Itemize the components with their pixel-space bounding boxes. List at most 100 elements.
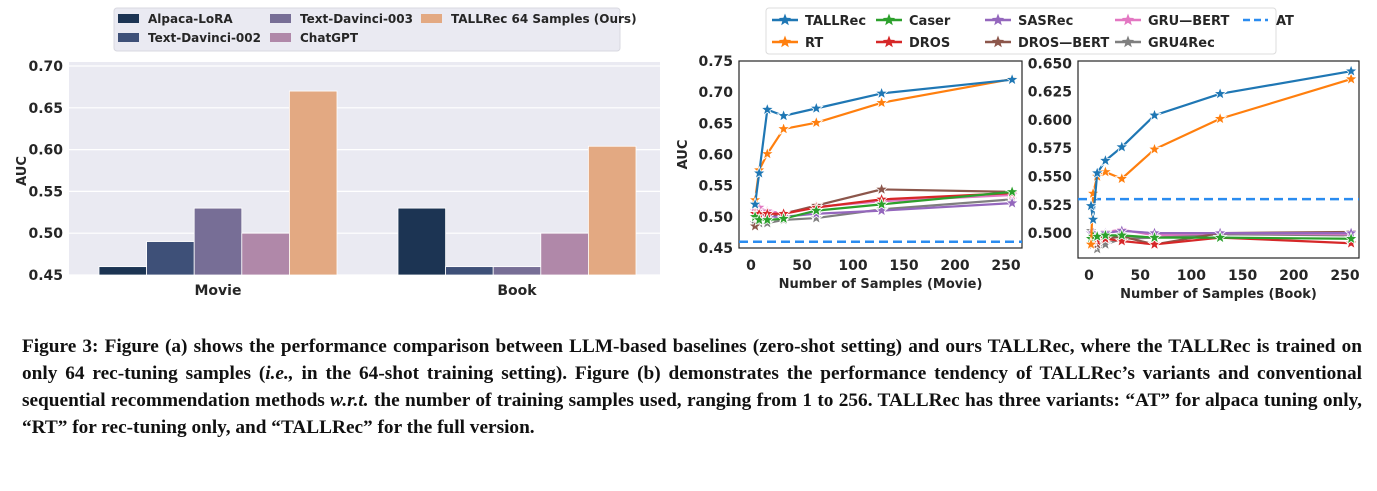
y-axis-label: AUC	[676, 140, 691, 170]
data-point-star	[751, 165, 767, 180]
x-axis-label: Number of Samples (Movie)	[779, 277, 983, 292]
legend-swatch	[421, 14, 442, 23]
x-axis-label: Number of Samples (Book)	[1120, 287, 1317, 302]
caption-part: Figure 3: Figure (a) shows the performan…	[22, 336, 1362, 384]
legend-star	[1121, 35, 1135, 48]
data-point-star	[1083, 236, 1099, 251]
data-point-star	[776, 108, 791, 123]
legend-label: GRU4Rec	[1148, 36, 1215, 51]
y-tick-label: 0.60	[28, 143, 63, 159]
legend-label: ChatGPT	[300, 31, 359, 45]
legend-label: TALLRec	[805, 14, 866, 29]
y-tick-label: 0.70	[28, 59, 63, 75]
y-tick-label: 0.55	[28, 184, 63, 200]
y-tick-label: 0.50	[698, 210, 733, 226]
legend-frame	[113, 7, 621, 52]
y-tick-label: 0.65	[28, 101, 63, 117]
legend-star	[882, 13, 896, 26]
x-tick-label: Book	[497, 283, 537, 299]
legend-swatch	[270, 33, 291, 42]
data-point-star	[1114, 233, 1129, 248]
x-tick-label: 50	[792, 258, 812, 274]
y-tick-label: 0.550	[1028, 169, 1073, 185]
bar-text-davinci-002-movie	[146, 241, 195, 276]
legend-label: Text-Davinci-002	[148, 31, 261, 45]
caption-ie: i.e.,	[265, 363, 294, 384]
x-tick-label: 250	[991, 258, 1020, 274]
x-tick-label: 50	[1130, 268, 1150, 284]
y-tick-label: 0.50	[28, 226, 63, 242]
legend-star	[1121, 13, 1135, 26]
y-tick-label: 0.600	[1028, 113, 1073, 129]
data-point-star	[1212, 111, 1228, 125]
data-point-star	[1085, 185, 1101, 200]
data-point-star	[808, 100, 824, 115]
legend-label: RT	[805, 36, 823, 51]
data-point-star	[874, 196, 889, 211]
y-tick-label: 0.75	[698, 54, 733, 70]
data-point-star	[1147, 107, 1162, 122]
y-tick-label: 0.625	[1028, 85, 1072, 101]
y-axis-label: AUC	[15, 156, 30, 186]
data-point-star	[1147, 229, 1162, 244]
y-tick-label: 0.500	[1028, 226, 1073, 242]
legend-star	[778, 35, 792, 48]
bar-tallrec-64-samples-ours--movie	[288, 90, 338, 276]
x-tick-label: 150	[889, 258, 918, 274]
data-point-star	[1343, 235, 1359, 250]
data-point-star	[1098, 164, 1113, 179]
line-chart-b-movie: 0.45 0.50 0.55 0.60 0.65 0.70 0.75 0 50 100 150 200…	[676, 54, 1023, 292]
y-tick-label: 0.650	[1028, 56, 1073, 72]
y-tick-label: 0.45	[28, 268, 63, 284]
data-point-star	[1343, 231, 1359, 245]
data-point-star	[874, 202, 889, 217]
legend-label: DROS	[909, 36, 950, 51]
data-point-star	[1114, 139, 1129, 154]
x-tick-label: 100	[838, 258, 867, 274]
data-point-star	[1147, 141, 1162, 156]
caption-part: in the 64-shot training setting). Figure…	[22, 363, 1363, 411]
caption-part: the number of training samples used, ran…	[22, 390, 1362, 438]
legend-label: TALLRec 64 Samples (Ours)	[451, 12, 637, 26]
data-point-star	[808, 210, 824, 225]
data-point-star	[1114, 227, 1129, 242]
data-point-star	[776, 121, 791, 136]
series-tallrec	[1083, 63, 1359, 226]
bar-tallrec-64-samples-ours--book	[588, 145, 637, 276]
x-tick-label: Movie	[195, 283, 242, 299]
y-tick-label: 0.575	[1028, 141, 1072, 157]
line-legend: TALLRec RT Caser DROS SASRec DROS—BERT GRU—BER…	[765, 7, 1294, 55]
x-tick-label: 250	[1330, 268, 1359, 284]
legend-swatch	[118, 14, 139, 23]
x-tick-label: 0	[746, 258, 756, 274]
data-point-star	[1212, 86, 1228, 101]
x-tick-label: 150	[1228, 268, 1257, 284]
legend-star	[778, 13, 792, 26]
legend-label: AT	[1276, 14, 1294, 29]
x-tick-label: 100	[1177, 268, 1206, 284]
bar-alpaca-lora-movie	[98, 266, 147, 276]
legend-star	[991, 13, 1005, 26]
bar-chatgpt-book	[540, 232, 589, 276]
legend-star	[991, 35, 1005, 48]
data-point-star	[1147, 236, 1162, 251]
data-point-star	[1098, 227, 1113, 242]
bar-text-davinci-003-book	[492, 266, 542, 276]
bar-chatgpt-movie	[241, 232, 290, 276]
figure-caption: Figure 3: Figure (a) shows the performan…	[22, 333, 1362, 441]
legend-label: GRU—BERT	[1148, 14, 1229, 29]
y-tick-label: 0.70	[698, 85, 733, 101]
x-tick-label: 200	[1279, 268, 1308, 284]
data-point-star	[1089, 165, 1105, 180]
y-tick-label: 0.525	[1028, 198, 1072, 214]
data-point-star	[1085, 211, 1101, 226]
legend-label: SASRec	[1018, 14, 1073, 29]
data-point-star	[874, 85, 889, 100]
data-point-star	[1343, 63, 1359, 78]
data-point-star	[760, 101, 775, 116]
x-tick-label: 0	[1084, 268, 1094, 284]
legend-label: Text-Davinci-003	[300, 12, 413, 26]
data-point-star	[1343, 71, 1359, 86]
y-tick-label: 0.45	[698, 241, 733, 257]
bar-text-davinci-003-movie	[193, 207, 243, 276]
